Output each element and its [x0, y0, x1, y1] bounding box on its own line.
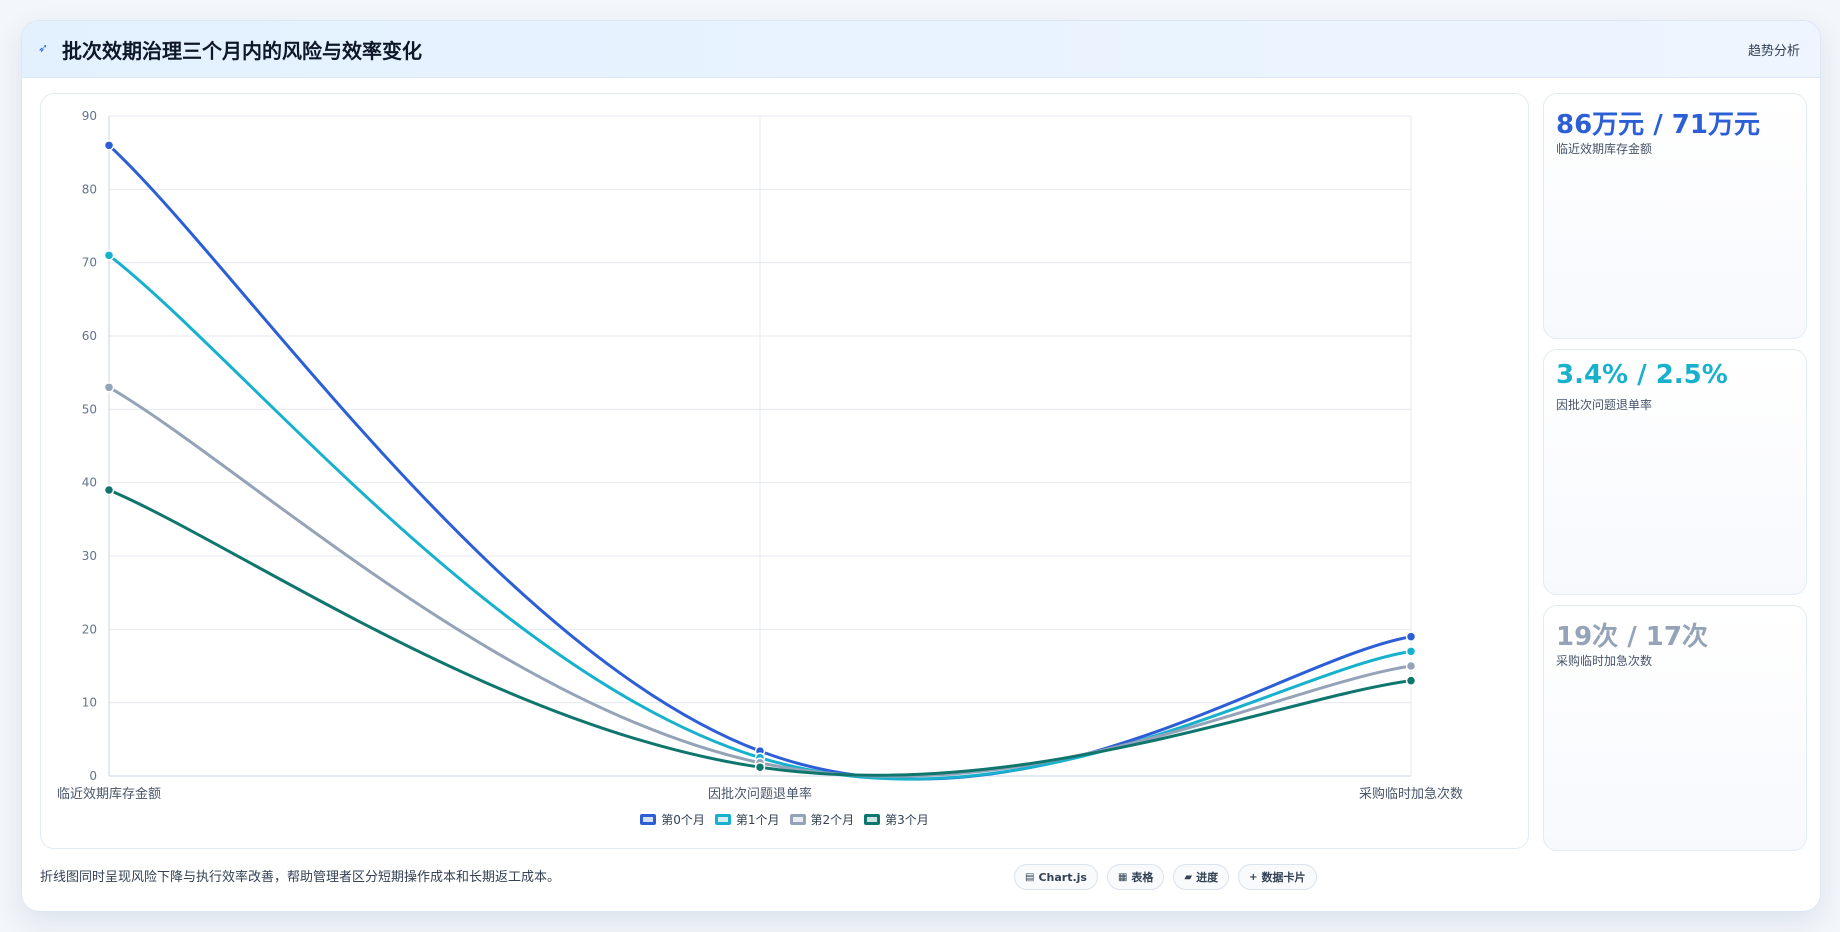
- footer-note: 折线图同时呈现风险下降与执行效率改善，帮助管理者区分短期操作成本和长期返工成本。: [40, 870, 561, 885]
- kpi-label: 采购临时加急次数: [1556, 654, 1653, 668]
- y-tick-label: 80: [82, 182, 97, 196]
- kpi-label: 因批次问题退单率: [1556, 398, 1653, 412]
- axes: 0 10 20 30 40 50 60 70 80 90 临近效期库存金额 因批次问题退单率 采购临时加…: [57, 109, 1463, 802]
- chart-icon: ▤: [1025, 871, 1035, 883]
- data-point: [1405, 631, 1417, 642]
- y-tick-label: 90: [82, 109, 97, 123]
- progress-button[interactable]: ▰ 进度: [1173, 864, 1230, 890]
- line-chart: 0 10 20 30 40 50 60 70 80 90 临近效期库存金额 因批次问题退单率 采购临时加…: [57, 109, 1463, 802]
- legend-item[interactable]: 第3个月: [864, 811, 929, 828]
- data-point: [1405, 675, 1417, 686]
- chip-label: 数据卡片: [1261, 871, 1306, 884]
- chip-label: 进度: [1196, 871, 1219, 884]
- data-point: [1405, 660, 1417, 672]
- legend-swatch: [714, 814, 731, 825]
- data-card-button[interactable]: + 数据卡片: [1238, 864, 1317, 890]
- y-tick-label: 60: [82, 329, 97, 343]
- y-tick-label: 40: [82, 476, 97, 490]
- chart-legend: 第0个月 第1个月 第2个月 第3个月: [41, 811, 1528, 828]
- chart-panel: 0 10 20 30 40 50 60 70 80 90 临近效期库存金额 因批次问题退单率 采购临时加…: [40, 93, 1529, 849]
- data-point: [103, 484, 115, 496]
- kpi-card-urgent-purchase: 19次 / 17次 采购临时加急次数: [1543, 605, 1807, 851]
- chip-label: Chart.js: [1038, 870, 1087, 884]
- kpi-value: 3.4% / 2.5%: [1556, 360, 1728, 390]
- y-tick-label: 50: [82, 402, 97, 416]
- legend-item[interactable]: 第0个月: [640, 811, 705, 828]
- page-title: 批次效期治理三个月内的风险与效率变化: [62, 39, 422, 63]
- kpi-card-inventory: 86万元 / 71万元 临近效期库存金额: [1543, 93, 1807, 339]
- table-button[interactable]: ▦ 表格: [1106, 864, 1165, 890]
- data-point: [103, 140, 115, 151]
- chip-label: 表格: [1131, 871, 1154, 884]
- legend-item[interactable]: 第2个月: [789, 811, 855, 828]
- legend-swatch: [789, 814, 806, 825]
- kpi-value: 86万元 / 71万元: [1556, 110, 1760, 140]
- series-line-1: [108, 254, 1412, 781]
- legend-swatch: [864, 814, 881, 825]
- grid: [108, 115, 1412, 777]
- legend-label: 第1个月: [735, 813, 780, 827]
- card-header: ➶ 批次效期治理三个月内的风险与效率变化 趋势分析: [22, 21, 1820, 78]
- kpi-card-return-rate: 3.4% / 2.5% 因批次问题退单率: [1543, 349, 1807, 595]
- y-tick-label: 10: [82, 696, 97, 710]
- legend-label: 第2个月: [810, 813, 855, 827]
- kpi-label: 临近效期库存金额: [1556, 142, 1653, 156]
- chart-icon: ➶: [38, 41, 49, 55]
- data-points: [103, 140, 1417, 773]
- data-point: [754, 761, 766, 773]
- y-tick-label: 70: [82, 256, 97, 270]
- chartjs-button[interactable]: ▤ Chart.js: [1014, 864, 1098, 890]
- x-tick-label: 采购临时加急次数: [1359, 786, 1463, 802]
- kpi-value: 19次 / 17次: [1556, 622, 1708, 652]
- footer-buttons: ▤ Chart.js ▦ 表格 ▰ 进度 + 数据卡片: [1014, 864, 1317, 890]
- y-tick-label: 30: [82, 549, 97, 563]
- card-icon: +: [1249, 871, 1258, 883]
- table-icon: ▦: [1117, 871, 1128, 883]
- data-point: [1405, 646, 1417, 657]
- x-tick-label: 因批次问题退单率: [708, 786, 812, 802]
- series-line-0: [107, 144, 1412, 781]
- y-tick-label: 0: [89, 769, 97, 783]
- legend-item[interactable]: 第1个月: [714, 811, 780, 828]
- data-point: [103, 250, 115, 261]
- x-tick-label: 临近效期库存金额: [57, 786, 161, 802]
- progress-icon: ▰: [1184, 871, 1193, 883]
- legend-label: 第0个月: [661, 813, 705, 827]
- legend-label: 第3个月: [885, 813, 929, 827]
- y-tick-label: 20: [82, 622, 97, 636]
- data-point: [103, 382, 115, 393]
- chart-card: ➶ 批次效期治理三个月内的风险与效率变化 趋势分析 0 10 20 30 40 50 60 7…: [21, 20, 1821, 912]
- legend-swatch: [640, 814, 657, 825]
- trend-analysis-tag: 趋势分析: [1747, 44, 1800, 59]
